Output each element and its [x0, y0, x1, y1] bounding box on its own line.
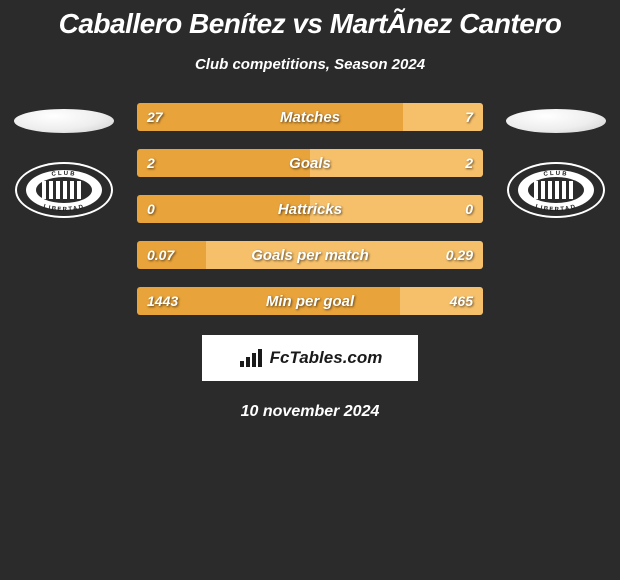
page-title: Caballero Benítez vs MartÃnez Cantero — [0, 8, 620, 40]
bar-right — [206, 241, 483, 269]
bar-right — [400, 287, 483, 315]
right-badge-column: CLUB LIBERTAD — [501, 103, 611, 219]
stat-row: Min per goal1443465 — [137, 287, 483, 315]
bar-chart-icon — [238, 347, 266, 369]
bar-left — [137, 195, 310, 223]
brand-box: FcTables.com — [202, 335, 418, 381]
subtitle: Club competitions, Season 2024 — [0, 56, 620, 73]
bar-right — [310, 195, 483, 223]
club-badge-icon: CLUB LIBERTAD — [14, 161, 114, 219]
stat-row: Goals22 — [137, 149, 483, 177]
club-badge-left: CLUB LIBERTAD — [14, 161, 114, 219]
bar-left — [137, 287, 400, 315]
left-badge-column: CLUB LIBERTAD — [9, 103, 119, 219]
stat-row: Goals per match0.070.29 — [137, 241, 483, 269]
stat-row: Matches277 — [137, 103, 483, 131]
club-badge-right: CLUB LIBERTAD — [506, 161, 606, 219]
bar-right — [403, 103, 483, 131]
bar-left — [137, 241, 206, 269]
bar-left — [137, 149, 310, 177]
club-badge-icon: CLUB LIBERTAD — [506, 161, 606, 219]
stat-bars: Matches277 Goals22 Hattricks00 Goals per ma… — [137, 103, 483, 315]
player-ellipse-left — [14, 109, 114, 133]
player-ellipse-right — [506, 109, 606, 133]
date-label: 10 november 2024 — [0, 403, 620, 421]
bar-left — [137, 103, 403, 131]
stats-area: CLUB LIBERTAD Matches277 Goals22 Hattricks… — [0, 103, 620, 315]
stat-row: Hattricks00 — [137, 195, 483, 223]
svg-text:CLUB: CLUB — [543, 171, 569, 178]
bar-right — [310, 149, 483, 177]
svg-text:CLUB: CLUB — [51, 171, 77, 178]
brand-label: FcTables.com — [270, 348, 383, 368]
